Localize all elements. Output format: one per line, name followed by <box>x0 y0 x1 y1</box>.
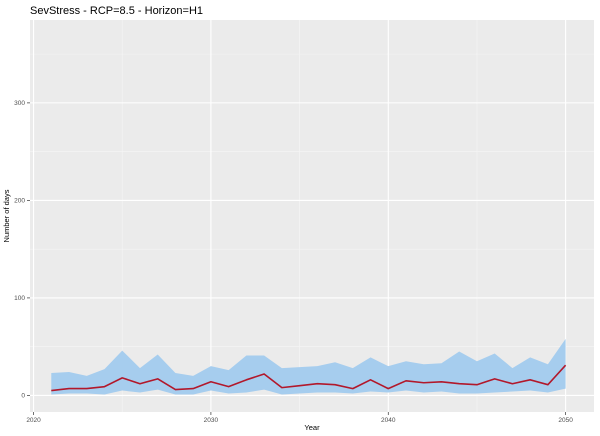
y-tick-label: 200 <box>14 198 25 205</box>
data-point <box>564 364 567 367</box>
x-tick-label: 2030 <box>204 417 219 424</box>
data-point <box>351 387 354 390</box>
data-point <box>210 380 213 383</box>
grid-minor <box>30 20 594 412</box>
data-point <box>440 380 443 383</box>
data-point <box>139 382 142 385</box>
x-axis-ticks: 2020 2030 2040 2050 <box>26 412 573 424</box>
data-point <box>422 381 425 384</box>
x-tick-label: 2020 <box>26 417 41 424</box>
data-point <box>546 383 549 386</box>
data-point <box>103 385 106 388</box>
data-point <box>227 385 230 388</box>
data-point <box>156 377 159 380</box>
data-point <box>50 389 53 392</box>
data-point <box>192 387 195 390</box>
data-point <box>280 386 283 389</box>
y-tick-label: 100 <box>14 295 25 302</box>
data-point <box>174 388 177 391</box>
data-point <box>68 387 71 390</box>
plot-panel <box>30 20 594 412</box>
chart-title: SevStress - RCP=8.5 - Horizon=H1 <box>30 5 203 17</box>
data-point <box>405 379 408 382</box>
y-tick-label: 300 <box>14 100 25 107</box>
grid-major <box>30 20 594 412</box>
x-tick-label: 2050 <box>558 417 573 424</box>
y-axis-title: Number of days <box>2 189 11 242</box>
data-point <box>529 378 532 381</box>
data-point <box>369 378 372 381</box>
y-tick-label: 0 <box>21 393 25 400</box>
median-line <box>51 364 567 392</box>
data-point <box>334 383 337 386</box>
data-point <box>316 382 319 385</box>
data-point <box>458 382 461 385</box>
data-point <box>263 373 266 376</box>
data-point <box>245 378 248 381</box>
data-point <box>493 377 496 380</box>
data-point <box>85 387 88 390</box>
data-point <box>298 384 301 387</box>
data-point <box>121 376 124 379</box>
x-tick-label: 2040 <box>381 417 396 424</box>
y-axis-ticks: 0 100 200 300 <box>14 100 30 400</box>
data-point <box>476 383 479 386</box>
uncertainty-band <box>51 338 566 395</box>
data-point <box>387 387 390 390</box>
x-axis-title: Year <box>304 423 320 432</box>
data-point <box>511 382 514 385</box>
